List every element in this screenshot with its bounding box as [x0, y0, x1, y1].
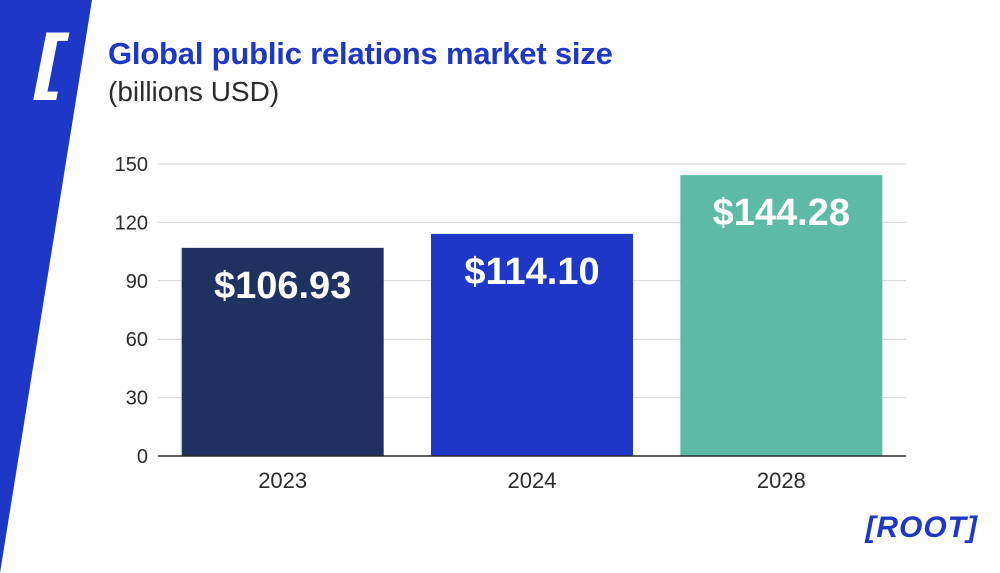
- data-label: $106.93: [214, 265, 351, 307]
- data-label: $144.28: [713, 192, 850, 234]
- y-tick-label: 60: [126, 329, 148, 351]
- bracket-icon: [: [34, 19, 69, 108]
- root-logo: [ROOT]: [865, 511, 978, 544]
- y-tick-label: 0: [137, 446, 148, 468]
- y-tick-label: 90: [126, 271, 148, 293]
- y-tick-label: 120: [115, 212, 148, 234]
- chart-subtitle: (billions USD): [108, 76, 280, 107]
- y-tick-label: 150: [115, 154, 148, 176]
- y-tick-label: 30: [126, 388, 148, 410]
- data-label: $114.10: [464, 251, 599, 293]
- bar: [181, 247, 384, 456]
- x-tick-label: 2028: [757, 468, 806, 493]
- chart-title: Global public relations market size: [108, 36, 613, 71]
- bar: [431, 233, 633, 456]
- x-tick-label: 2023: [258, 468, 307, 493]
- bar: [680, 175, 883, 456]
- x-tick-label: 2024: [508, 468, 557, 493]
